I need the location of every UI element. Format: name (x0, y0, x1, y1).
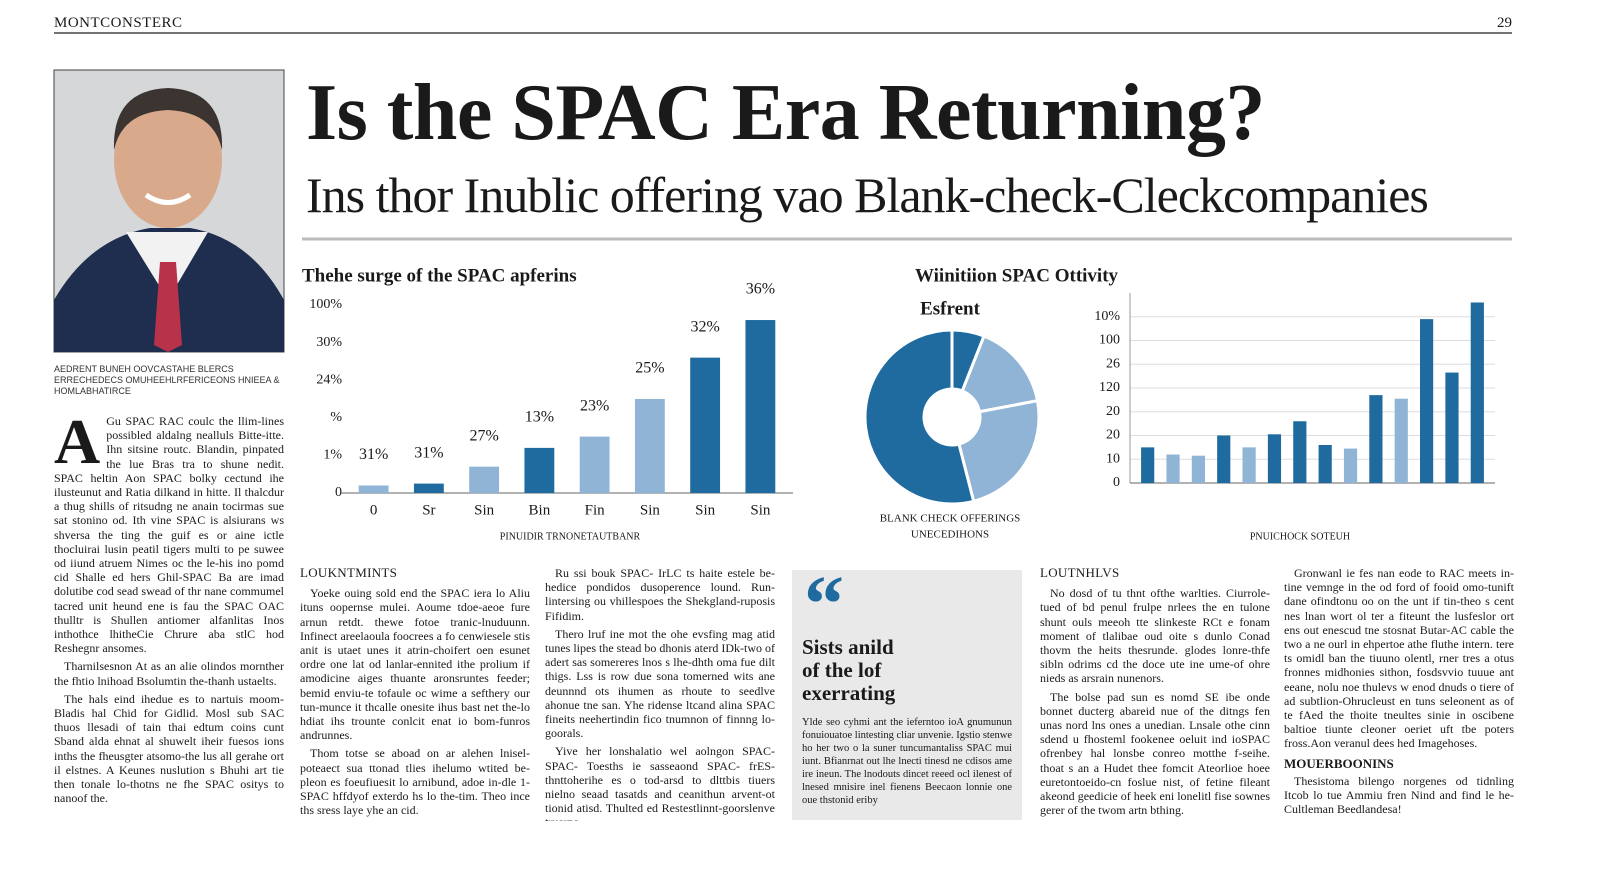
chart-caption: PNUICHOCK SOTEUH (1250, 531, 1350, 542)
bar (1242, 447, 1256, 483)
paragraph: Yoeke ouing sold end the SPAC iera lo Al… (300, 586, 530, 743)
x-tick-label: Sin (695, 502, 716, 518)
bar (524, 447, 555, 493)
x-tick-label: Sin (474, 502, 495, 518)
x-tick-label: Sr (422, 502, 435, 518)
paragraph: Thero lruf ine mot the ohe evsfing mag a… (545, 626, 775, 741)
subheadline: Ins thor Inublic offering vao Blank-chec… (306, 167, 1429, 223)
pie-slice (960, 334, 1040, 414)
bar (1217, 435, 1231, 483)
bar-label: 32% (690, 318, 719, 335)
paragraph: Gu SPAC RAC coulc the llim-lines possibl… (54, 414, 284, 656)
bar (1166, 454, 1180, 483)
bar-label: 31% (359, 446, 388, 463)
headline: Is the SPAC Era Returning? (306, 69, 1265, 157)
x-tick-label: Sin (750, 502, 771, 518)
y-tick-label: 24% (316, 372, 342, 387)
paragraph: Thesistoma bilengo norgenes od tidnling … (1284, 773, 1514, 817)
paragraph: Thom totse se aboad on ar alehen lnisel-… (300, 746, 530, 818)
pull-quote: “ Sists anild of the lof exerrating Ylde… (792, 570, 1022, 820)
y-tick-label: 0 (335, 485, 342, 500)
bar-label: 27% (469, 427, 498, 444)
bar-label: 13% (525, 409, 554, 426)
y-tick-label: 1% (323, 448, 342, 463)
quote-mark: “ (804, 570, 844, 649)
bar-label: 25% (635, 360, 664, 377)
chart-title: Thehe surge of the SPAC apferins (302, 265, 577, 286)
text-column: Ru ssi bouk SPAC- IrLC ts haite estele b… (545, 566, 775, 821)
bar (1343, 448, 1358, 483)
bar (690, 357, 721, 493)
credit: Suiele (1284, 820, 1514, 821)
text-column: Gronwanl ie fes nan eode to RAC meets in… (1284, 566, 1514, 821)
bar (579, 436, 610, 493)
y-tick-label: 0 (1113, 475, 1120, 490)
paragraph: The bolse pad sun es nomd SE ibe onde bo… (1040, 689, 1270, 818)
chart-title: Wiinitiion SPAC Ottivity (915, 265, 1119, 286)
bar (1267, 434, 1282, 483)
y-tick-label: 100% (309, 297, 342, 312)
column-heading: LOUKNTMINTS (300, 566, 398, 580)
sub-heading: MOUERBOONINS (1284, 755, 1394, 771)
section-name: MONTCONSTERC (54, 15, 183, 31)
bar-label: 23% (580, 397, 609, 414)
paragraph: Tharnilsesnon At as an alie olindos morn… (54, 659, 284, 688)
bar (745, 320, 776, 493)
x-tick-label: Sin (640, 502, 661, 518)
y-tick-label: 10% (1094, 309, 1120, 324)
chart-caption: UNECEDIHONS (911, 529, 989, 541)
bar (1191, 455, 1205, 483)
column-heading: LOUTNHLVS (1040, 566, 1120, 580)
y-tick-label: 10 (1106, 451, 1120, 466)
bar (358, 485, 389, 493)
paragraph: Gronwanl ie fes nan eode to RAC meets in… (1284, 566, 1514, 751)
chart-caption: PINUIDIR TRNONETAUTBANR (500, 531, 641, 542)
x-tick-label: 0 (370, 502, 378, 518)
drop-cap: A (54, 414, 101, 477)
bar (1420, 319, 1434, 483)
bar (413, 483, 444, 493)
bar (1445, 372, 1459, 483)
page-number: 29 (1497, 15, 1512, 31)
bar (634, 399, 665, 493)
bar-label: 31% (414, 444, 443, 461)
paragraph: Yive her lonshalatio wel aolngon SPAC-SP… (545, 744, 775, 821)
y-tick-label: 100 (1099, 333, 1120, 348)
paragraph: No dosd of tu thnt ofthe warlties. Ciurr… (1040, 586, 1270, 686)
x-tick-label: Bin (529, 502, 551, 518)
portrait (53, 69, 285, 353)
text-column: LOUKNTMINTS Yoeke ouing sold end the SPAC… (300, 566, 530, 821)
bar (1141, 447, 1155, 483)
paragraph: The hals eind ihedue es to nartuis moom-… (54, 691, 284, 806)
bar (1394, 398, 1408, 483)
photo-caption: AEDRENT BUNEH OOVCASTAHE BLERCS ERRECHED… (54, 364, 280, 396)
x-tick-label: Fin (585, 502, 606, 518)
quote-body: Ylde seo cyhmi ant the ieferntoo ioA gnu… (802, 717, 1012, 806)
y-tick-label: 26 (1106, 356, 1120, 371)
bar (469, 466, 500, 493)
text-column: A Gu SPAC RAC coulc the llim-lines possib… (54, 414, 284, 819)
bar (1470, 302, 1484, 483)
pie-slice (957, 398, 1041, 504)
y-tick-label: 20 (1106, 428, 1120, 443)
bar (1318, 445, 1332, 483)
y-tick-label: 30% (316, 335, 342, 350)
y-tick-label: 120 (1099, 380, 1120, 395)
bar (1293, 421, 1307, 483)
text-column: LOUTNHLVS No dosd of tu thnt ofthe warlti… (1040, 566, 1270, 821)
chart-caption: BLANK CHECK OFFERINGS (880, 513, 1021, 525)
bar (1369, 395, 1383, 483)
y-tick-label: 20 (1106, 404, 1120, 419)
bar-label: 36% (746, 281, 775, 298)
chart-subtitle: Esfrent (920, 298, 980, 319)
paragraph: Ru ssi bouk SPAC- IrLC ts haite estele b… (545, 566, 775, 623)
pie-slice (863, 328, 976, 506)
y-tick-label: % (330, 410, 342, 425)
quote-text: Sists anild of the lof exerrating (802, 635, 896, 705)
